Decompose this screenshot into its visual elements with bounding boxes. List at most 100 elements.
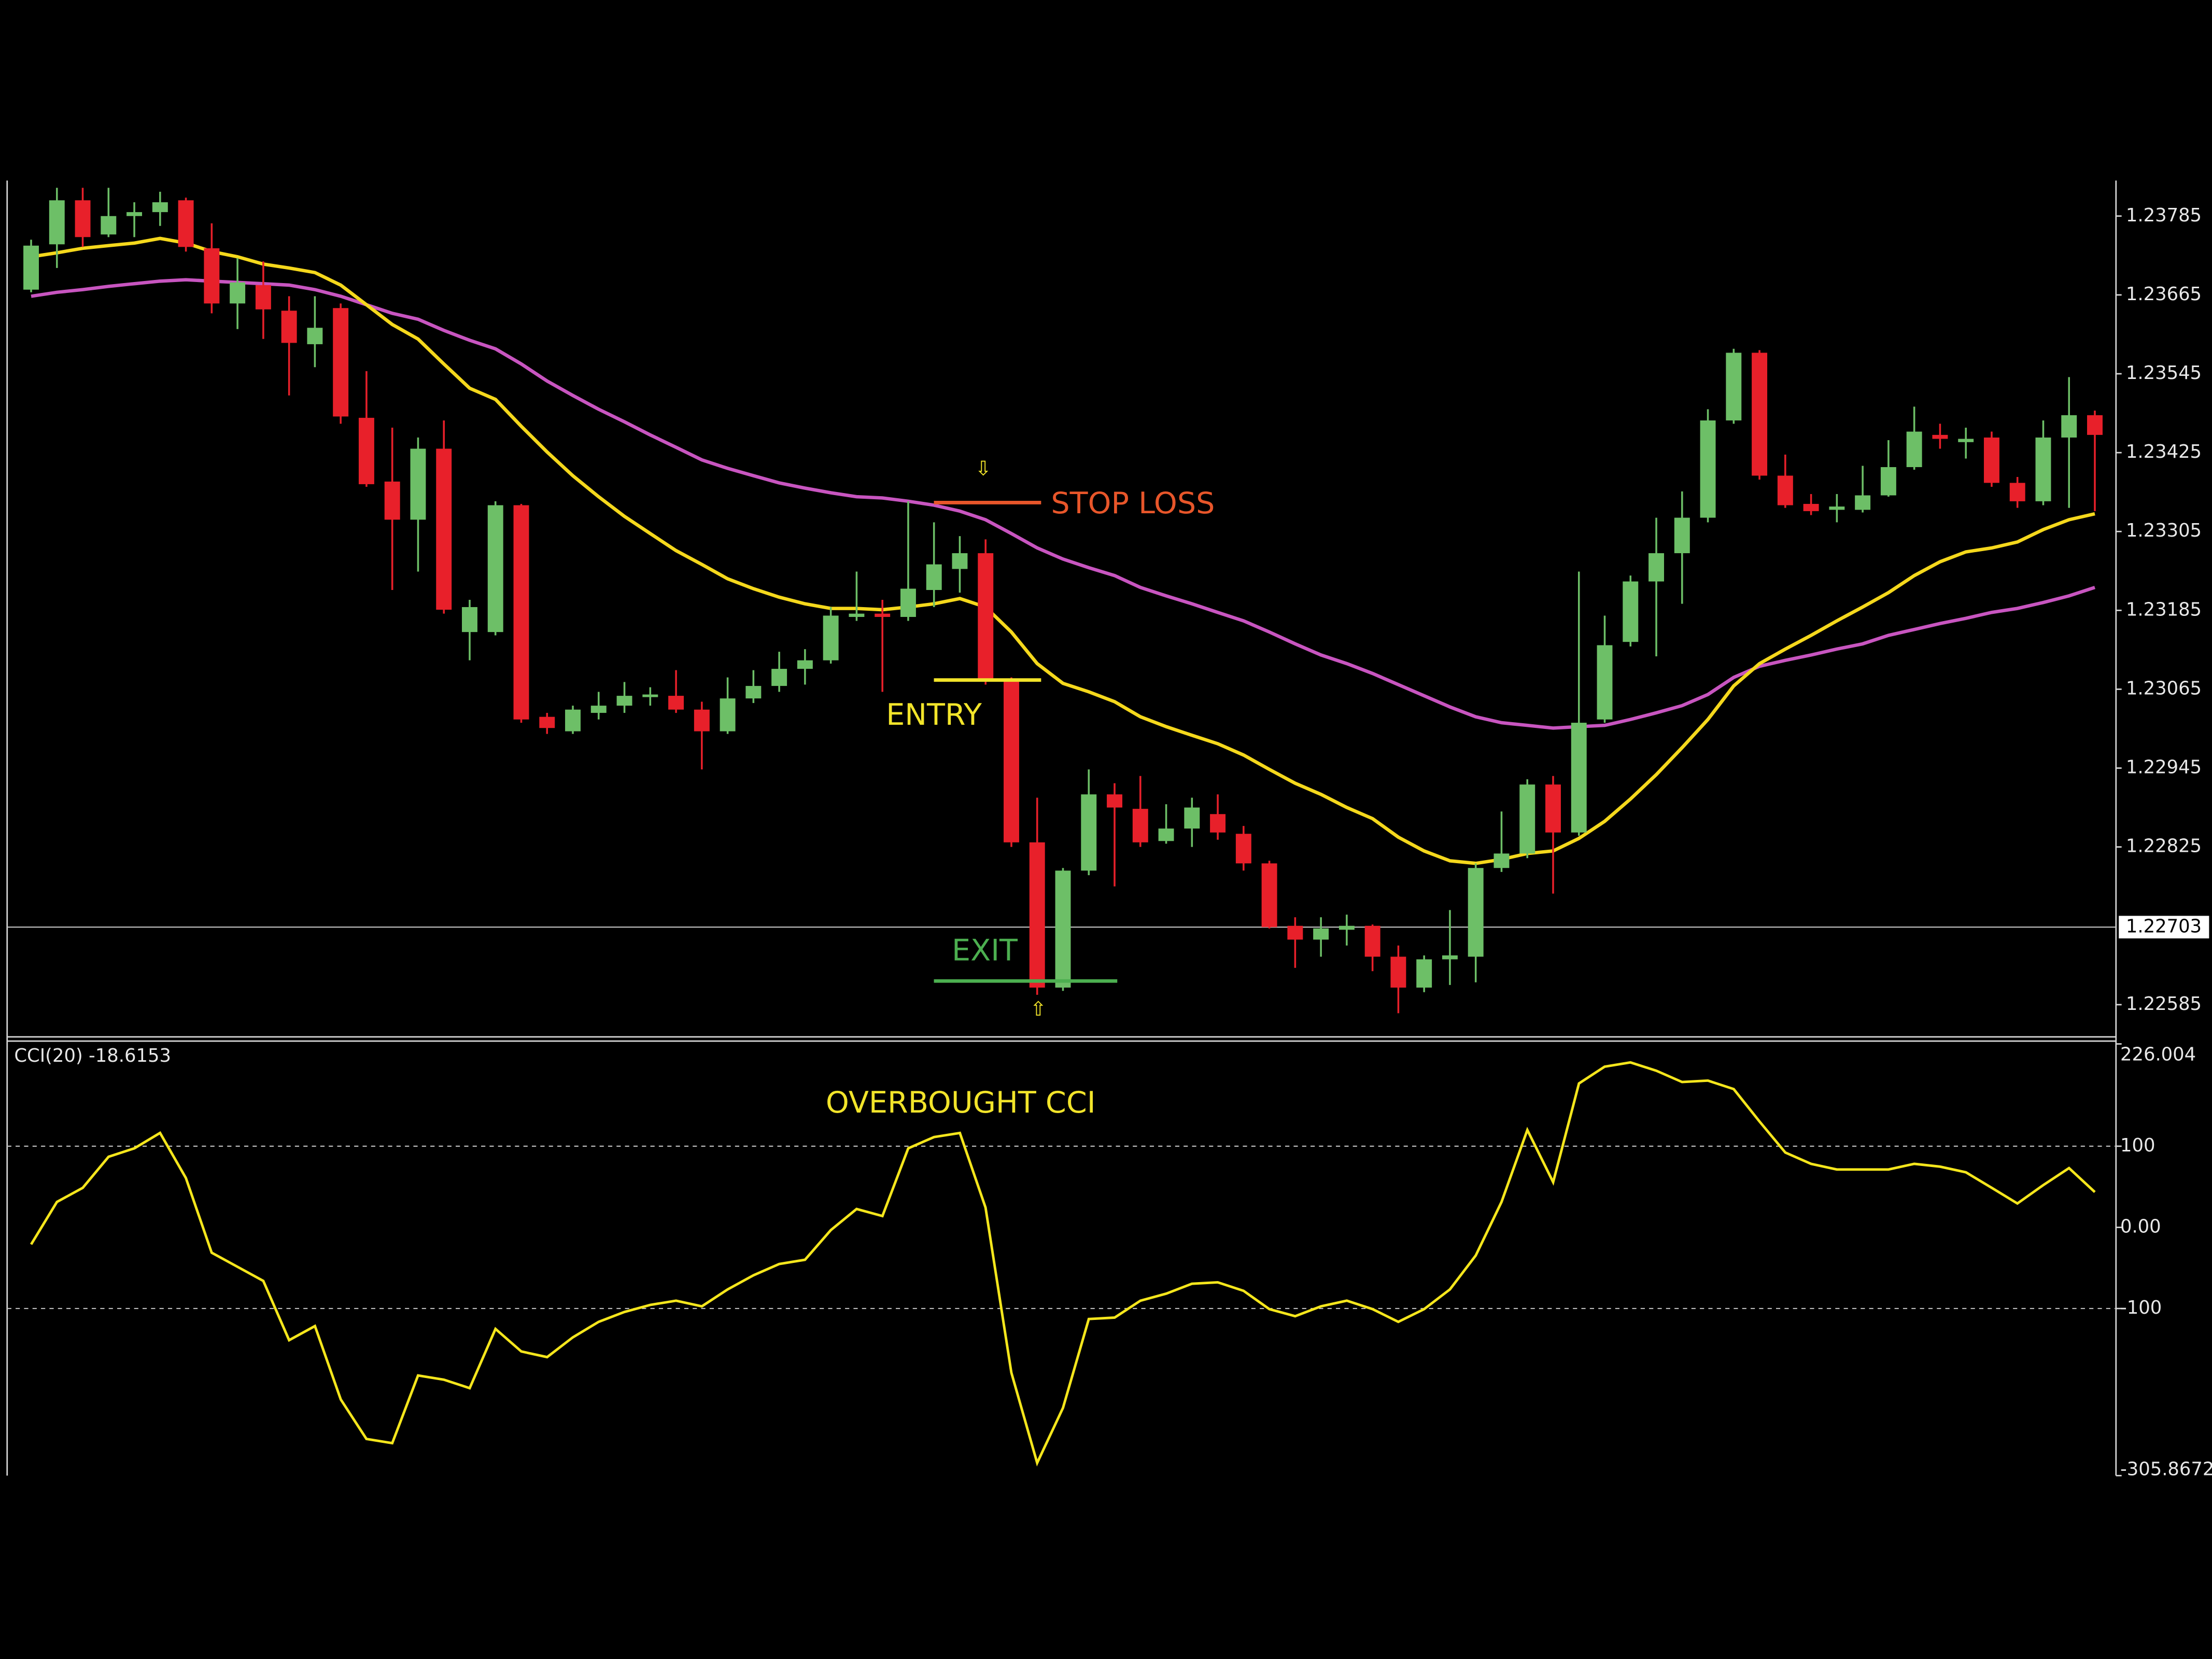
indicator-title: CCI(20) -18.6153 [14, 1045, 171, 1066]
candle-body [1055, 870, 1071, 988]
y-tick-label: 1.22825 [2126, 836, 2202, 857]
candle-body [1442, 955, 1458, 960]
candle-body [23, 245, 39, 290]
candle-body [1390, 957, 1406, 988]
candle-body [126, 212, 143, 216]
y-tick-label: 226.004 [2120, 1044, 2196, 1065]
candle-body [1726, 353, 1742, 420]
candle-body [1261, 863, 1277, 927]
candle-body [1184, 807, 1200, 829]
candle-body [1932, 434, 1948, 439]
candle-body [1107, 794, 1122, 808]
candle-body [1494, 853, 1510, 868]
candle-body [436, 448, 452, 610]
candle-body [1416, 959, 1432, 988]
candle-body [487, 505, 503, 632]
candle-body [1004, 680, 1019, 842]
y-tick-label: 1.23785 [2126, 205, 2202, 226]
level-label: ENTRY [886, 698, 982, 732]
candle-body [152, 202, 168, 213]
candle-body [565, 709, 581, 732]
candle-body [1880, 467, 1896, 496]
candle-body [358, 417, 374, 484]
y-tick-label: 1.23065 [2126, 678, 2202, 699]
y-tick-label: 0.00 [2120, 1216, 2161, 1237]
candle-body [823, 615, 839, 660]
candle-body [900, 588, 916, 617]
candle-body [642, 694, 658, 697]
candle-body [1519, 784, 1535, 854]
y-tick-label: -100 [2120, 1297, 2162, 1318]
candle-body [771, 669, 787, 686]
candle-body [2035, 437, 2051, 501]
candle-body [75, 200, 91, 237]
candle-body [1623, 581, 1639, 642]
candle-body [1132, 809, 1148, 842]
candle-body [1210, 814, 1226, 833]
candle-body [1777, 475, 1793, 505]
candle-body [1855, 495, 1871, 510]
candle-body [101, 216, 117, 235]
candle-body [539, 716, 555, 728]
candle-body [875, 613, 891, 617]
moving-average [31, 236, 2095, 865]
candle-body [1029, 842, 1045, 988]
y-tick-label: 1.22945 [2126, 757, 2202, 778]
candle-body [49, 200, 65, 245]
level-label: STOP LOSS [1051, 486, 1215, 521]
candle-body [410, 448, 426, 520]
candle-body [2087, 415, 2103, 435]
candle-body [1339, 925, 1355, 930]
up-arrow: ⇧ [1030, 997, 1047, 1020]
candle-body [178, 200, 194, 247]
candle-body [1597, 645, 1613, 720]
candle-body [745, 686, 762, 699]
candle-body [1674, 517, 1690, 554]
candle-body [230, 282, 246, 304]
candle-body [797, 660, 813, 669]
candle-body [1700, 420, 1716, 518]
candle-body [1364, 925, 1380, 957]
level-label: EXIT [952, 933, 1018, 967]
candle-body [2061, 415, 2077, 438]
candle-body [978, 553, 994, 680]
candle-body [462, 607, 477, 632]
candle-body [1752, 353, 1768, 476]
candle-body [1081, 794, 1097, 871]
candle-body [281, 311, 297, 343]
y-tick-label: 1.23425 [2126, 441, 2202, 462]
candle-body [590, 706, 607, 713]
candle-body [1571, 723, 1587, 833]
down-arrow: ⇩ [975, 457, 992, 480]
candle-body [1158, 828, 1174, 841]
candle-body [1958, 439, 1974, 442]
candle-body [1983, 437, 1999, 483]
candle-body [694, 709, 710, 732]
y-tick-label: 1.23665 [2126, 284, 2202, 305]
y-tick-label: 1.23305 [2126, 520, 2202, 541]
y-tick-label: 100 [2120, 1135, 2155, 1156]
y-tick-label: 1.22585 [2126, 993, 2202, 1015]
y-tick-label: 1.23185 [2126, 599, 2202, 620]
last-price-box [2119, 916, 2209, 939]
candle-body [1545, 784, 1561, 833]
candle-body [384, 481, 400, 520]
candle-body [1313, 928, 1329, 940]
y-tick-label: -305.8672 [2120, 1458, 2212, 1480]
candle-body [204, 248, 220, 304]
candle-body [926, 564, 942, 591]
candle-body [2009, 483, 2025, 501]
candle-body [333, 308, 349, 417]
candle-body [1287, 925, 1303, 940]
y-tick-label: 1.23545 [2126, 362, 2202, 384]
candle-body [952, 553, 968, 569]
indicator-annotation: OVERBOUGHT CCI [826, 1086, 1096, 1120]
candle-body [513, 505, 529, 720]
candle-body [720, 698, 736, 732]
candle-body [1468, 868, 1484, 957]
candle-body [1803, 503, 1819, 511]
candle-body [1906, 431, 1922, 467]
cci-line [30, 1061, 2096, 1467]
